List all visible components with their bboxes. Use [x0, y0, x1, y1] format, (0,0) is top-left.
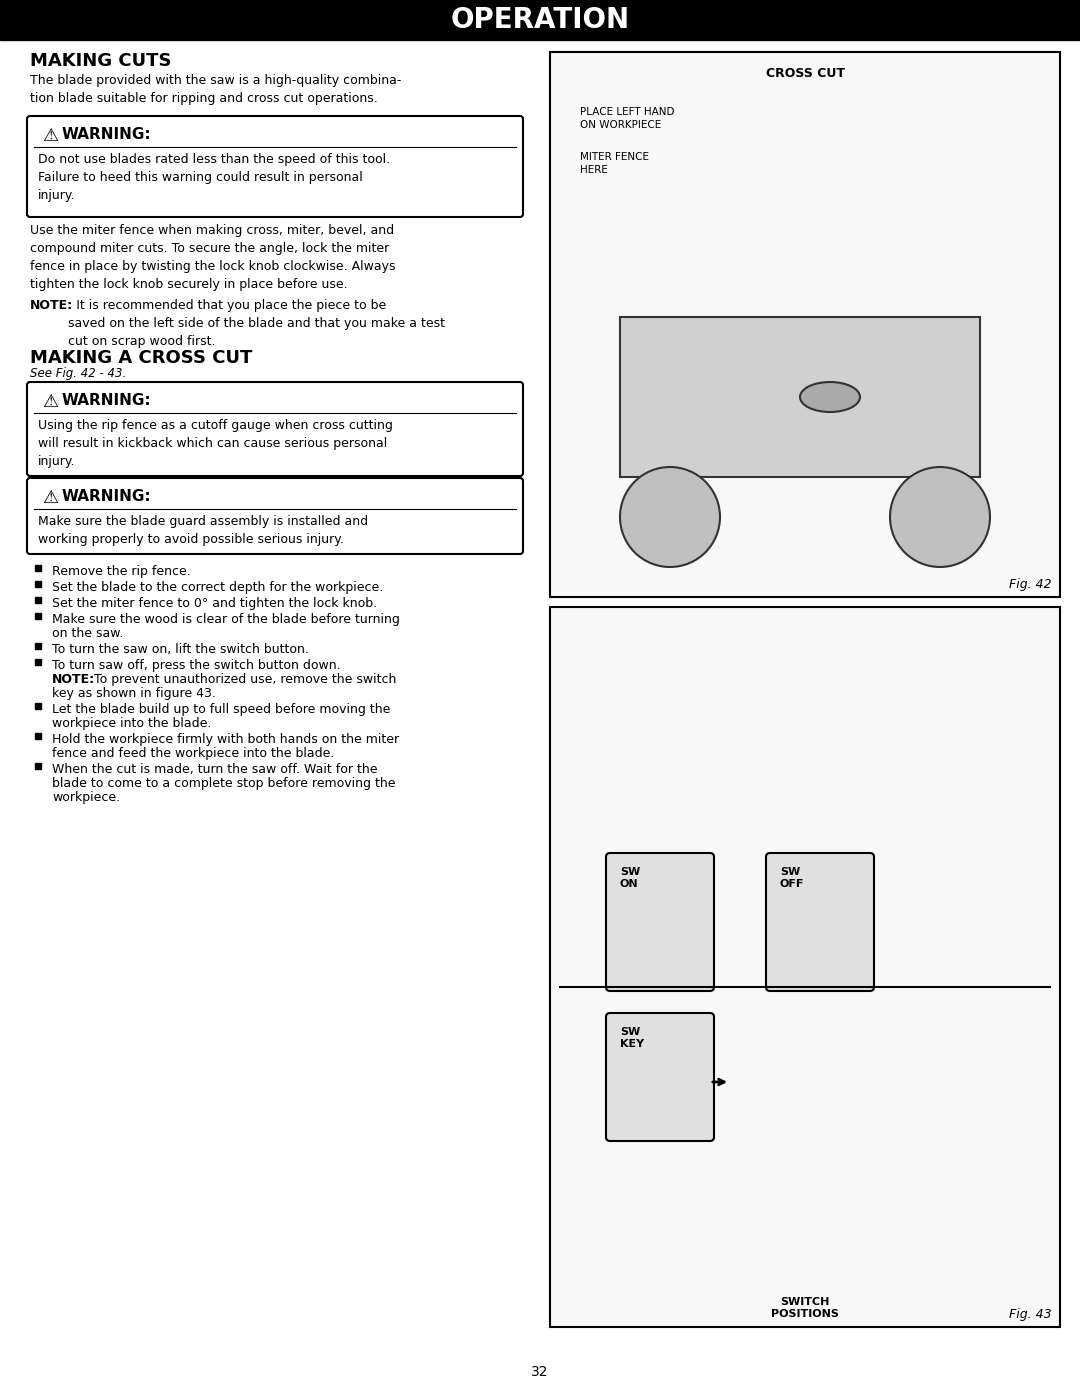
Text: To turn saw off, press the switch button down.: To turn saw off, press the switch button…: [52, 659, 340, 672]
Text: workpiece into the blade.: workpiece into the blade.: [52, 717, 212, 731]
Text: blade to come to a complete stop before removing the: blade to come to a complete stop before …: [52, 777, 395, 789]
Bar: [0, 0, 1080, 41]
FancyBboxPatch shape: [766, 854, 874, 990]
Text: : It is recommended that you place the piece to be
saved on the left side of the: : It is recommended that you place the p…: [68, 299, 445, 348]
Text: Using the rip fence as a cutoff gauge when cross cutting
will result in kickback: Using the rip fence as a cutoff gauge wh…: [38, 419, 393, 468]
FancyBboxPatch shape: [606, 854, 714, 990]
Ellipse shape: [800, 381, 860, 412]
FancyBboxPatch shape: [27, 116, 523, 217]
Text: MAKING A CROSS CUT: MAKING A CROSS CUT: [30, 349, 253, 367]
Text: WARNING:: WARNING:: [62, 127, 151, 142]
Text: 32: 32: [531, 1365, 549, 1379]
Bar: [550, 608, 1059, 1327]
Text: WARNING:: WARNING:: [62, 393, 151, 408]
Text: ⚠: ⚠: [42, 127, 58, 145]
Text: Use the miter fence when making cross, miter, bevel, and
compound miter cuts. To: Use the miter fence when making cross, m…: [30, 224, 395, 291]
Text: Set the blade to the correct depth for the workpiece.: Set the blade to the correct depth for t…: [52, 581, 383, 594]
Text: MAKING CUTS: MAKING CUTS: [30, 52, 172, 70]
Text: Make sure the wood is clear of the blade before turning: Make sure the wood is clear of the blade…: [52, 613, 400, 626]
Text: Fig. 43: Fig. 43: [1010, 1308, 1052, 1322]
FancyBboxPatch shape: [27, 381, 523, 476]
Text: key as shown in figure 43.: key as shown in figure 43.: [52, 687, 216, 700]
Bar: [35, 597, 41, 604]
Text: Make sure the blade guard assembly is installed and
working properly to avoid po: Make sure the blade guard assembly is in…: [38, 515, 368, 546]
Text: CROSS CUT: CROSS CUT: [766, 67, 845, 80]
Text: Set the miter fence to 0° and tighten the lock knob.: Set the miter fence to 0° and tighten th…: [52, 597, 377, 610]
Text: SWITCH
POSITIONS: SWITCH POSITIONS: [771, 1296, 839, 1319]
Text: OPERATION: OPERATION: [450, 6, 630, 34]
Text: workpiece.: workpiece.: [52, 791, 120, 805]
Text: ⚠: ⚠: [42, 393, 58, 411]
Text: ⚠: ⚠: [42, 489, 58, 507]
Text: SW
OFF: SW OFF: [780, 868, 805, 888]
Text: When the cut is made, turn the saw off. Wait for the: When the cut is made, turn the saw off. …: [52, 763, 378, 775]
Circle shape: [620, 467, 720, 567]
Text: NOTE:: NOTE:: [52, 673, 95, 686]
Text: See Fig. 42 - 43.: See Fig. 42 - 43.: [30, 367, 126, 380]
Text: NOTE:: NOTE:: [30, 299, 73, 312]
Bar: [550, 52, 1059, 597]
Text: WARNING:: WARNING:: [62, 489, 151, 504]
FancyBboxPatch shape: [27, 478, 523, 555]
Bar: [35, 643, 41, 650]
Circle shape: [890, 467, 990, 567]
Bar: [620, 317, 980, 476]
Text: SW
KEY: SW KEY: [620, 1027, 644, 1049]
Text: MITER FENCE
HERE: MITER FENCE HERE: [580, 152, 649, 175]
Bar: [35, 733, 41, 739]
Text: Hold the workpiece firmly with both hands on the miter: Hold the workpiece firmly with both hand…: [52, 733, 400, 746]
Bar: [35, 763, 41, 768]
Text: fence and feed the workpiece into the blade.: fence and feed the workpiece into the bl…: [52, 747, 335, 760]
Text: Do not use blades rated less than the speed of this tool.
Failure to heed this w: Do not use blades rated less than the sp…: [38, 154, 390, 203]
Text: on the saw.: on the saw.: [52, 627, 123, 640]
Text: PLACE LEFT HAND
ON WORKPIECE: PLACE LEFT HAND ON WORKPIECE: [580, 108, 675, 130]
Text: To turn the saw on, lift the switch button.: To turn the saw on, lift the switch butt…: [52, 643, 309, 657]
Bar: [35, 581, 41, 587]
Text: Remove the rip fence.: Remove the rip fence.: [52, 564, 191, 578]
Text: SW
ON: SW ON: [620, 868, 640, 888]
Bar: [35, 564, 41, 571]
Text: To prevent unauthorized use, remove the switch: To prevent unauthorized use, remove the …: [90, 673, 396, 686]
FancyBboxPatch shape: [606, 1013, 714, 1141]
Text: Let the blade build up to full speed before moving the: Let the blade build up to full speed bef…: [52, 703, 390, 717]
Text: Fig. 42: Fig. 42: [1010, 578, 1052, 591]
Bar: [35, 659, 41, 665]
Bar: [35, 703, 41, 710]
Text: The blade provided with the saw is a high-quality combina-
tion blade suitable f: The blade provided with the saw is a hig…: [30, 74, 402, 105]
Bar: [35, 613, 41, 619]
